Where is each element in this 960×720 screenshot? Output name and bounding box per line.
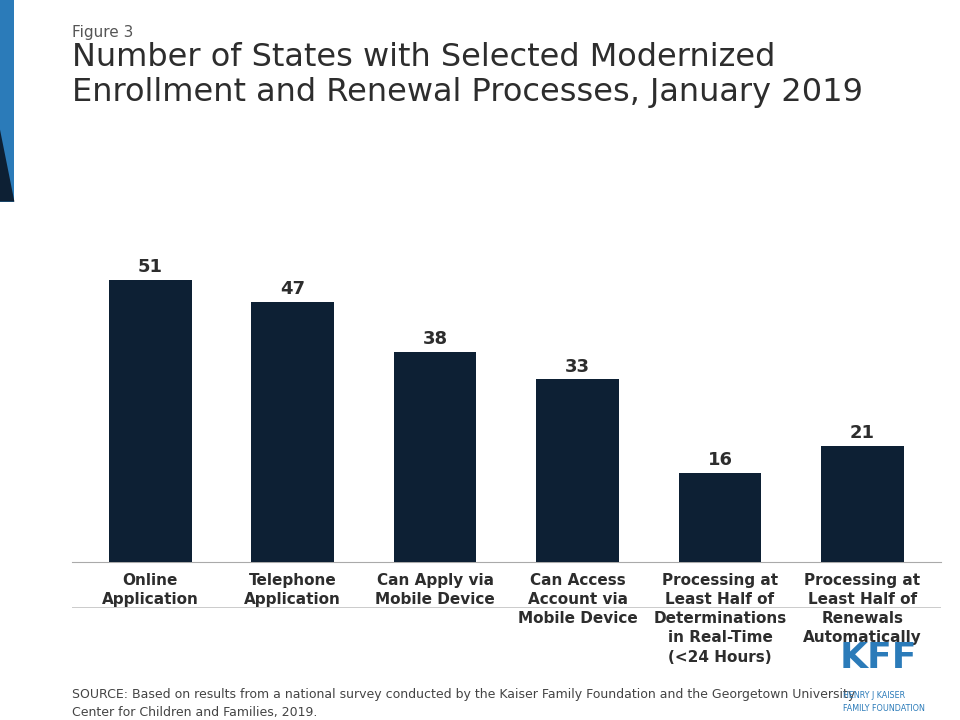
Text: Enrollment and Renewal Processes, January 2019: Enrollment and Renewal Processes, Januar… — [72, 77, 863, 108]
Text: 51: 51 — [138, 258, 163, 276]
Text: 21: 21 — [850, 424, 875, 442]
Bar — [821, 446, 903, 562]
Text: SOURCE: Based on results from a national survey conducted by the Kaiser Family F: SOURCE: Based on results from a national… — [72, 688, 855, 719]
Text: KFF: KFF — [840, 642, 918, 675]
Text: Figure 3: Figure 3 — [72, 25, 133, 40]
Text: 38: 38 — [422, 330, 447, 348]
Bar — [252, 302, 334, 562]
Text: Number of States with Selected Modernized: Number of States with Selected Modernize… — [72, 42, 776, 73]
Polygon shape — [0, 130, 14, 202]
Text: 16: 16 — [708, 451, 732, 469]
Bar — [537, 379, 619, 562]
Bar — [109, 280, 192, 562]
Bar — [679, 473, 761, 562]
Text: 33: 33 — [565, 358, 590, 376]
Text: 47: 47 — [280, 280, 305, 298]
Text: HENRY J KAISER
FAMILY FOUNDATION: HENRY J KAISER FAMILY FOUNDATION — [843, 691, 924, 713]
Bar — [394, 352, 476, 562]
